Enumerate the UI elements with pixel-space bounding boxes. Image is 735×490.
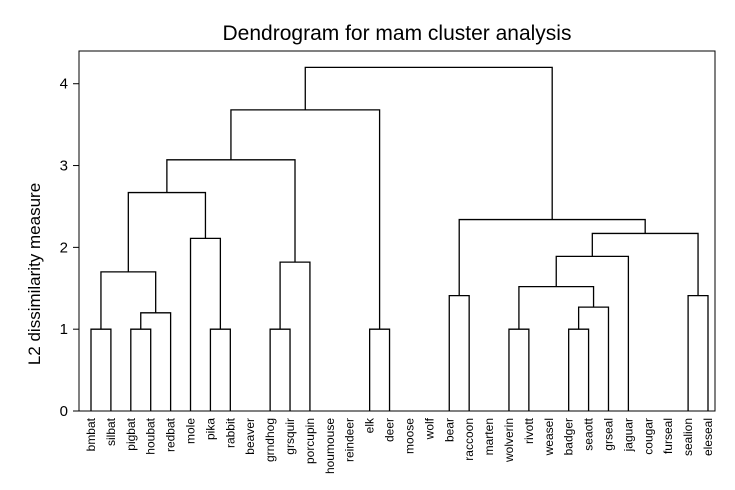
dendrogram-link — [100, 271, 157, 330]
dendrogram-links — [90, 66, 709, 411]
dendrogram-link — [304, 66, 553, 220]
leaf-label-badger: badger — [562, 418, 576, 455]
leaf-label-rivott: rivott — [522, 417, 536, 444]
y-tick-label: 3 — [60, 158, 68, 175]
y-tick-label: 0 — [60, 403, 68, 420]
dendrogram-link — [568, 328, 590, 411]
y-tick-label: 4 — [60, 76, 68, 93]
leaf-label-grsquir: grsquir — [283, 418, 297, 455]
leaf-label-moose: moose — [402, 418, 416, 454]
leaf-labels: bmbat silbat pigbat houbat redbat mole pika rab… — [84, 417, 715, 474]
dendrogram-link — [230, 109, 381, 330]
leaf-label-raccoon: raccoon — [462, 418, 476, 461]
leaf-label-reindeer: reindeer — [343, 418, 357, 462]
leaf-label-cougar: cougar — [641, 418, 655, 455]
leaf-label-marten: marten — [482, 418, 496, 455]
dendrogram-link — [458, 218, 646, 296]
leaf-label-wolf: wolf — [422, 417, 436, 440]
dendrogram-link — [90, 328, 112, 411]
leaf-label-bear: bear — [442, 418, 456, 442]
leaf-label-beaver: beaver — [243, 418, 257, 455]
dendrogram-link — [130, 328, 152, 411]
dendrogram-link — [127, 191, 207, 272]
plot-frame — [78, 50, 716, 412]
dendrogram-link — [591, 232, 699, 296]
dendrogram-link — [577, 306, 610, 411]
leaf-label-bmbat: bmbat — [84, 417, 98, 451]
leaf-label-deer: deer — [383, 418, 397, 442]
leaf-label-rabbit: rabbit — [223, 417, 237, 448]
leaf-label-sealion: sealion — [681, 418, 695, 456]
dendrogram-link — [508, 328, 530, 411]
leaf-label-weasel: weasel — [542, 418, 556, 456]
leaf-label-redbat: redbat — [164, 417, 178, 452]
dendrogram-link — [279, 261, 311, 411]
leaf-label-silbat: silbat — [104, 417, 118, 446]
leaf-label-pika: pika — [203, 418, 217, 440]
dendrogram-link — [140, 312, 172, 411]
leaf-label-seaott: seaott — [582, 417, 596, 450]
y-axis: 0 1 2 3 4 — [60, 76, 79, 420]
leaf-label-mole: mole — [184, 418, 198, 444]
leaf-label-furseal: furseal — [661, 418, 675, 454]
leaf-label-houmouse: houmouse — [323, 418, 337, 474]
dendrogram-link — [555, 255, 630, 411]
leaf-label-wolverin: wolverin — [502, 418, 516, 463]
dendrogram-link — [269, 328, 291, 411]
chart-title: Dendrogram for mam cluster analysis — [223, 22, 572, 45]
y-axis-label: L2 dissimilarity measure — [25, 183, 44, 365]
leaf-label-porcupin: porcupin — [303, 418, 317, 464]
dendrogram-link — [448, 294, 470, 411]
dendrogram-link — [209, 328, 231, 411]
leaf-label-grseal: grseal — [601, 418, 615, 451]
y-tick-label: 1 — [60, 321, 68, 338]
leaf-label-jaguar: jaguar — [621, 418, 635, 452]
leaf-label-pigbat: pigbat — [124, 417, 138, 450]
dendrogram-link — [166, 159, 296, 263]
y-tick-label: 2 — [60, 239, 68, 256]
leaf-label-houbat: houbat — [144, 417, 158, 454]
dendrogram-link — [368, 328, 391, 411]
leaf-label-eleseal: eleseal — [701, 418, 715, 456]
dendrogram-link — [189, 237, 222, 411]
leaf-label-elk: elk — [363, 417, 377, 433]
dendrogram-link — [687, 294, 709, 411]
leaf-label-grndhog: grndhog — [263, 418, 277, 462]
dendrogram-link — [518, 285, 595, 330]
